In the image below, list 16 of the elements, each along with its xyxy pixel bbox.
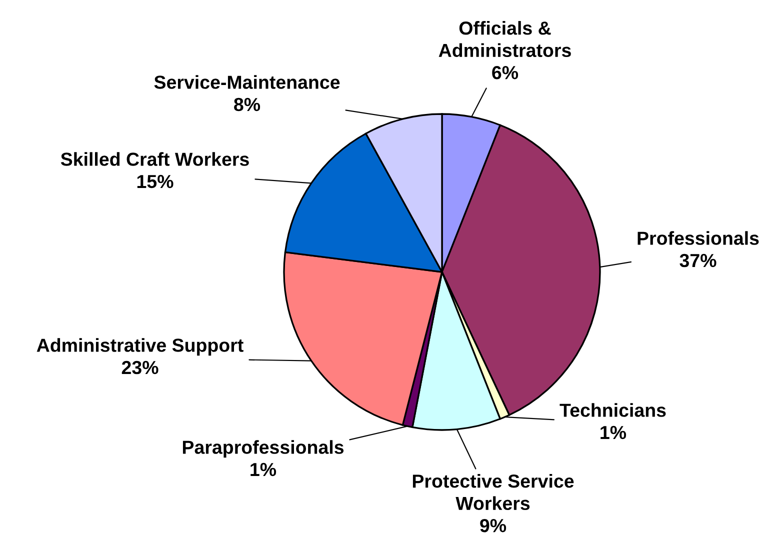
slice-label: Service-Maintenance	[154, 75, 340, 89]
slice-label: Paraprofessionals	[182, 440, 344, 458]
slice-label: Administrative Support	[36, 338, 244, 356]
data-label: 23%	[122, 360, 158, 374]
slice-label: Skilled Craft Workers	[60, 152, 249, 166]
data-label: 9%	[480, 518, 506, 532]
data-label: 8%	[234, 98, 260, 112]
data-label: 37%	[680, 254, 716, 268]
slice-label: Protective Service Workers	[412, 474, 574, 510]
slice-label: Professionals	[638, 231, 759, 245]
data-label: 6%	[492, 66, 518, 80]
data-label: 1%	[600, 426, 626, 440]
data-label: 1%	[250, 462, 276, 476]
slice-label: Technicians	[560, 403, 666, 417]
data-label: 15%	[137, 174, 174, 188]
slice-label: Officials & Administrators	[438, 21, 571, 58]
